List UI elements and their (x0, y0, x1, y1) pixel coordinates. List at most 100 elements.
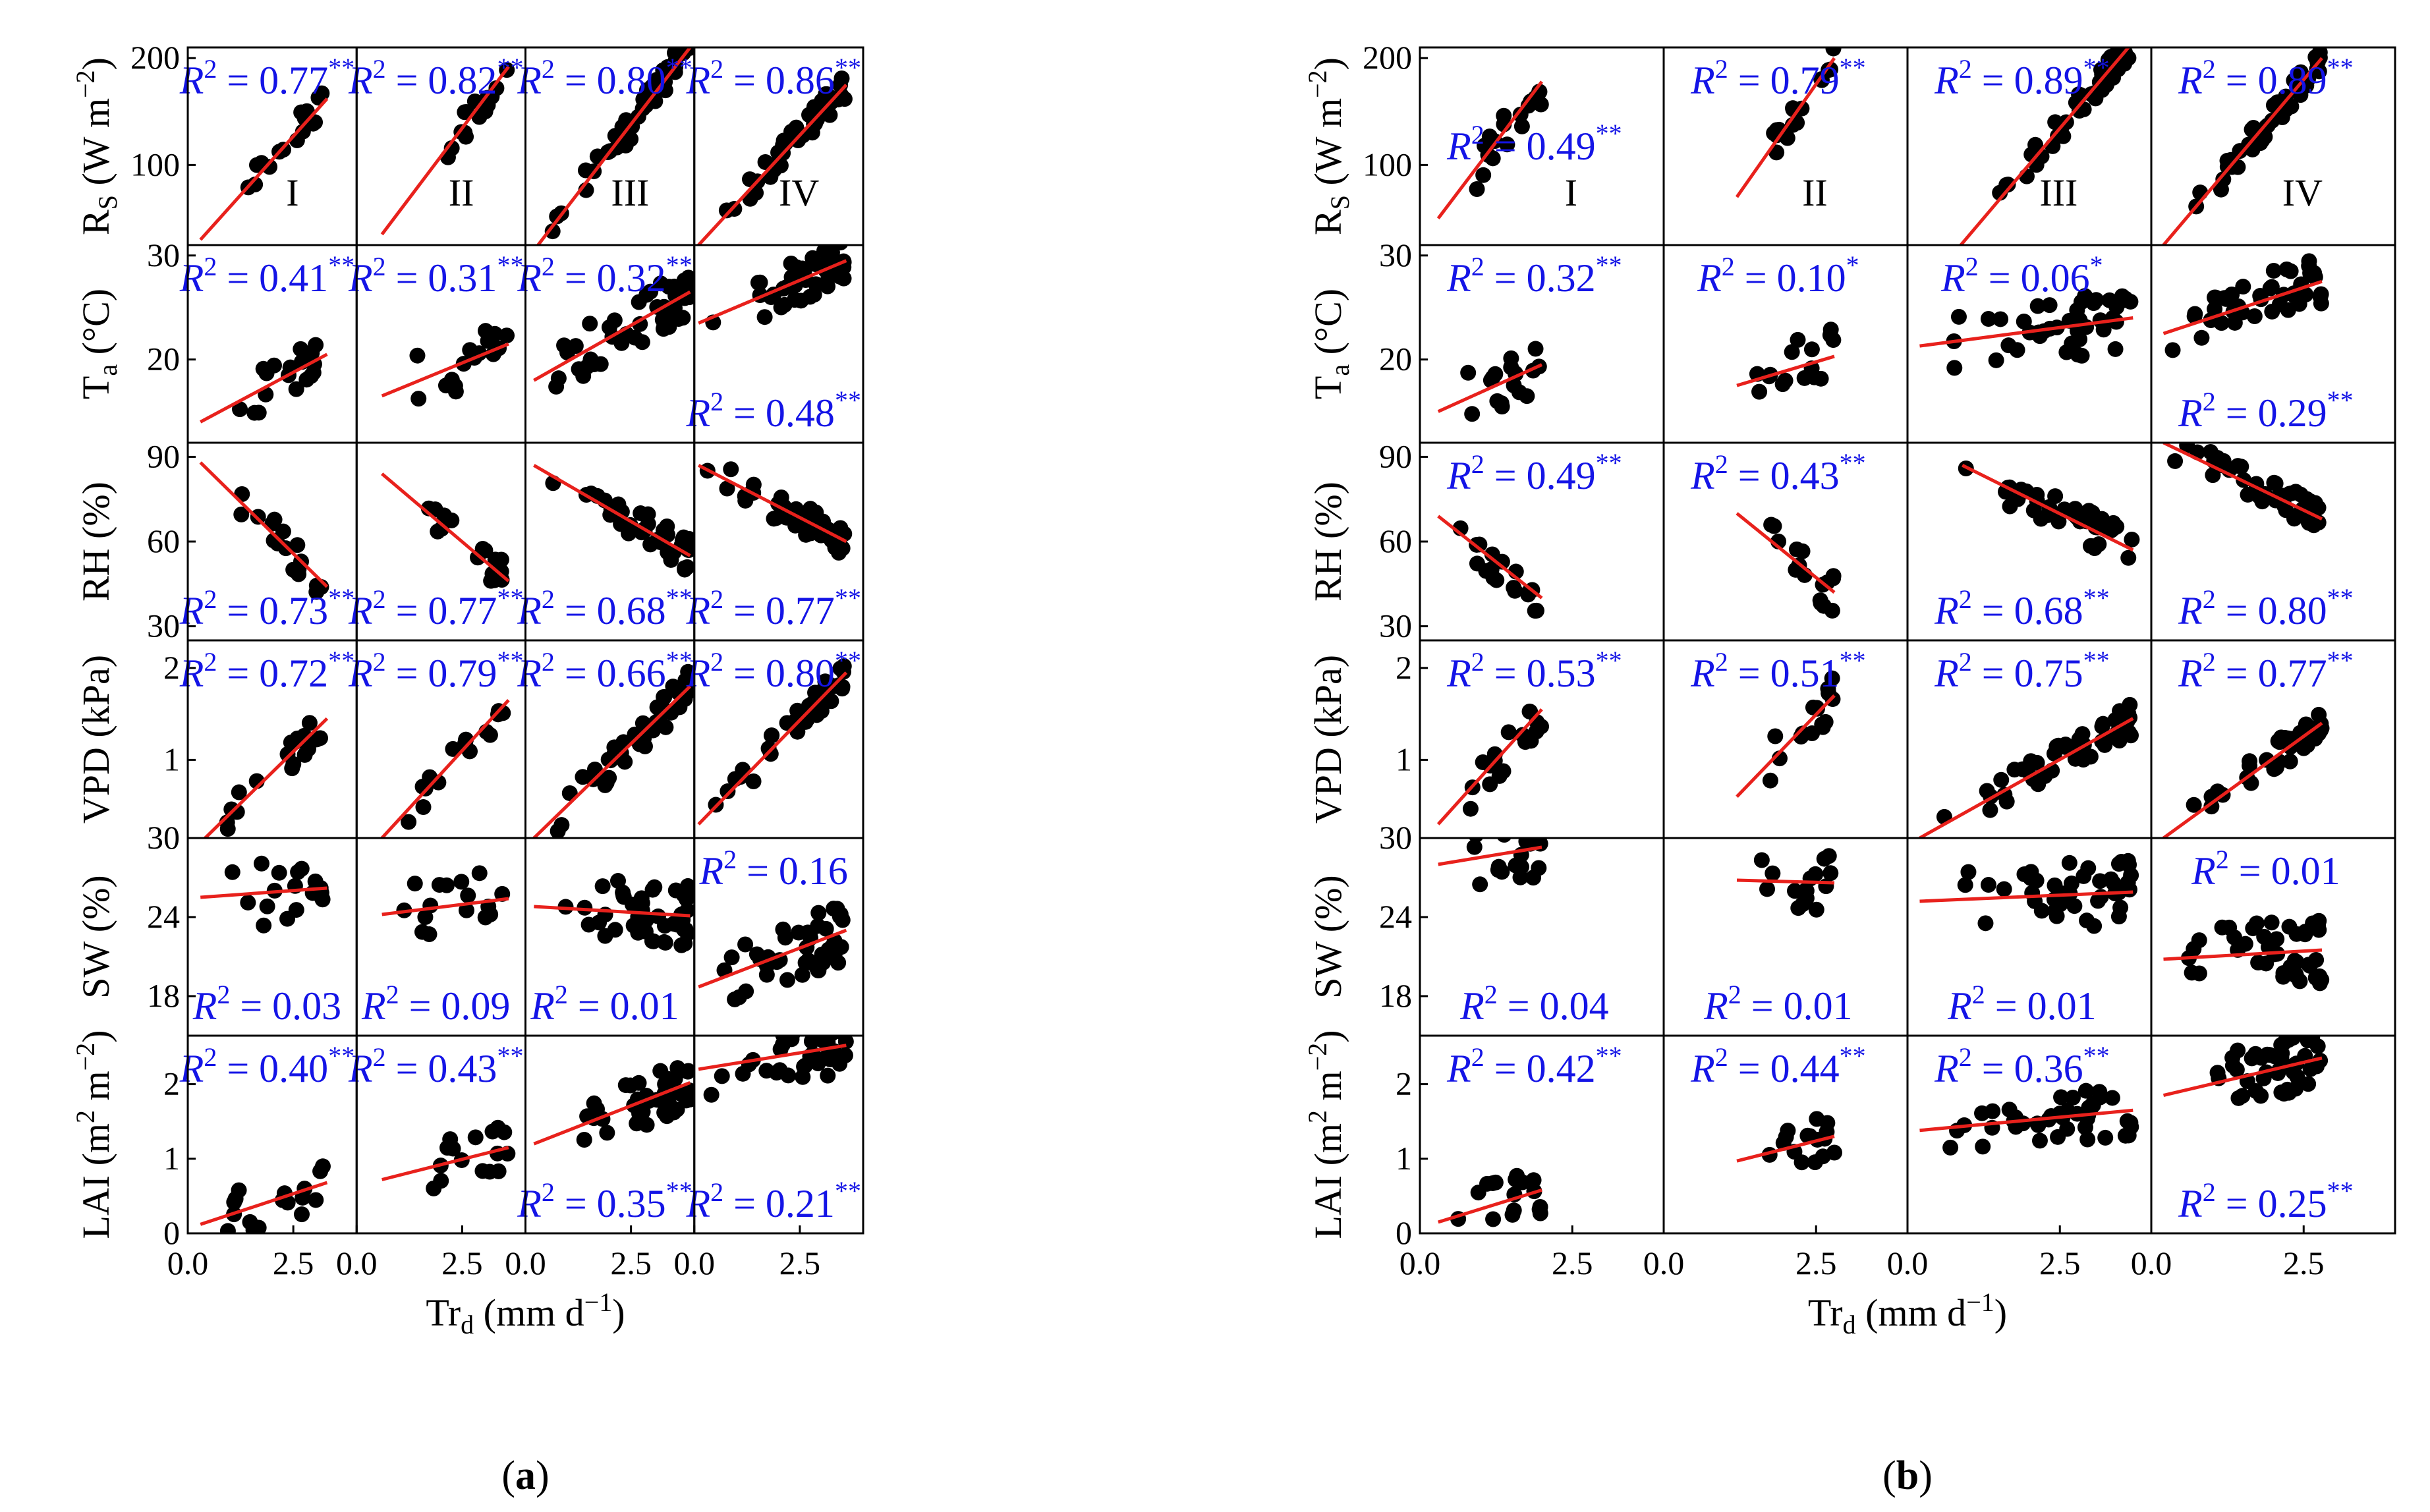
data-point (2066, 898, 2083, 914)
data-point (409, 347, 426, 364)
data-point (1759, 881, 1776, 897)
data-point (657, 934, 673, 951)
y-tick-label: 18 (1379, 977, 1412, 1014)
points (545, 475, 694, 578)
fit-line-group (1958, 47, 2131, 245)
fit-line (698, 928, 847, 989)
stage-label: II (449, 171, 474, 214)
subplot-ta-4: R2 = 0.29** (2150, 244, 2396, 444)
data-point (2250, 954, 2267, 970)
fit-line (1735, 57, 1836, 198)
data-point (656, 918, 673, 934)
data-point (2297, 926, 2313, 943)
subplot-ta-1: R2 = 0.41** (179, 244, 358, 444)
data-point (667, 64, 683, 80)
data-point (723, 949, 740, 966)
subplot-sw-3: R2 = 0.01 (524, 837, 696, 1037)
data-point (2094, 66, 2110, 82)
data-point (233, 506, 250, 522)
data-point (2269, 931, 2285, 947)
data-point (1482, 776, 1498, 793)
data-point (669, 916, 685, 933)
subplot-vpd-3: R2 = 0.66** (517, 639, 696, 839)
data-point (2071, 86, 2087, 103)
data-point (1500, 724, 1517, 741)
data-point (1472, 876, 1488, 893)
fit-line (697, 84, 848, 245)
data-point (1767, 728, 1784, 744)
fit-line-group (1437, 515, 1543, 600)
r2-annotation: R2 = 0.49** (1446, 119, 1622, 168)
fit-line (533, 464, 691, 557)
data-point (1815, 598, 1832, 614)
data-point (443, 140, 460, 156)
data-point (667, 47, 683, 61)
data-point (582, 351, 599, 368)
data-point (262, 159, 278, 175)
subplot-ta-4: R2 = 0.48** (685, 244, 864, 444)
subplot-rs-4: R2 = 0.86** IV (685, 46, 864, 246)
data-point (1496, 107, 1512, 124)
data-point (606, 739, 623, 756)
data-point (609, 873, 626, 889)
subplot-sw-2: R2 = 0.09 (355, 837, 526, 1037)
fit-line-group (533, 464, 691, 557)
points (2180, 912, 2330, 992)
data-point (1794, 543, 1811, 559)
subplot-rh-4: R2 = 0.77** (685, 441, 864, 642)
subplot-rh-2: R2 = 0.43** (1662, 441, 1909, 642)
data-point (582, 316, 598, 332)
fit-line (536, 47, 692, 245)
x-tick-label: 2.5 (1795, 1245, 1837, 1281)
data-point (1807, 866, 1824, 882)
fit-line (698, 259, 847, 325)
row-label-lai: LAI (m2 m−2) (1303, 1030, 1349, 1239)
data-point (2016, 866, 2033, 883)
fit-line-group (200, 352, 328, 424)
data-point (1481, 128, 1498, 145)
y-tick-label: 30 (147, 819, 180, 856)
data-point (2050, 1129, 2066, 1145)
fit-line (698, 1044, 847, 1071)
data-point (2033, 903, 2050, 919)
data-point (544, 223, 561, 240)
data-point (762, 746, 779, 762)
data-point (2265, 262, 2282, 279)
data-point (556, 337, 573, 354)
fit-line (698, 464, 847, 544)
data-point (2101, 292, 2118, 308)
data-point (737, 936, 754, 953)
data-point (655, 321, 671, 337)
fit-line-group (200, 1181, 328, 1226)
subplot-sw-3: R2 = 0.01 (1906, 837, 2153, 1037)
fit-line (534, 905, 691, 918)
fit-line-group (381, 472, 510, 582)
fit-line-group (381, 342, 509, 398)
points (1469, 84, 1549, 198)
points (576, 1060, 694, 1148)
data-point (285, 756, 302, 772)
data-point (676, 272, 692, 289)
data-point (2264, 303, 2280, 320)
data-point (447, 383, 464, 400)
data-point (2097, 1129, 2114, 1146)
points (2167, 443, 2327, 534)
data-point (1784, 344, 1800, 360)
points (1942, 1082, 2139, 1156)
data-point (727, 991, 743, 1007)
fit-line-group (199, 461, 329, 588)
data-point (2124, 531, 2140, 547)
data-point (826, 1016, 842, 1032)
subplot-vpd-1: R2 = 0.53** (1419, 639, 1665, 839)
x-axis-title: Trd (mm d−1) (1808, 1287, 2007, 1339)
data-point (2286, 953, 2303, 969)
data-point (258, 365, 275, 381)
data-point (231, 1182, 247, 1198)
points (1749, 322, 1842, 400)
data-point (2104, 1090, 2120, 1106)
fit-line-group (536, 47, 692, 245)
data-point (804, 125, 820, 141)
data-point (822, 947, 839, 963)
